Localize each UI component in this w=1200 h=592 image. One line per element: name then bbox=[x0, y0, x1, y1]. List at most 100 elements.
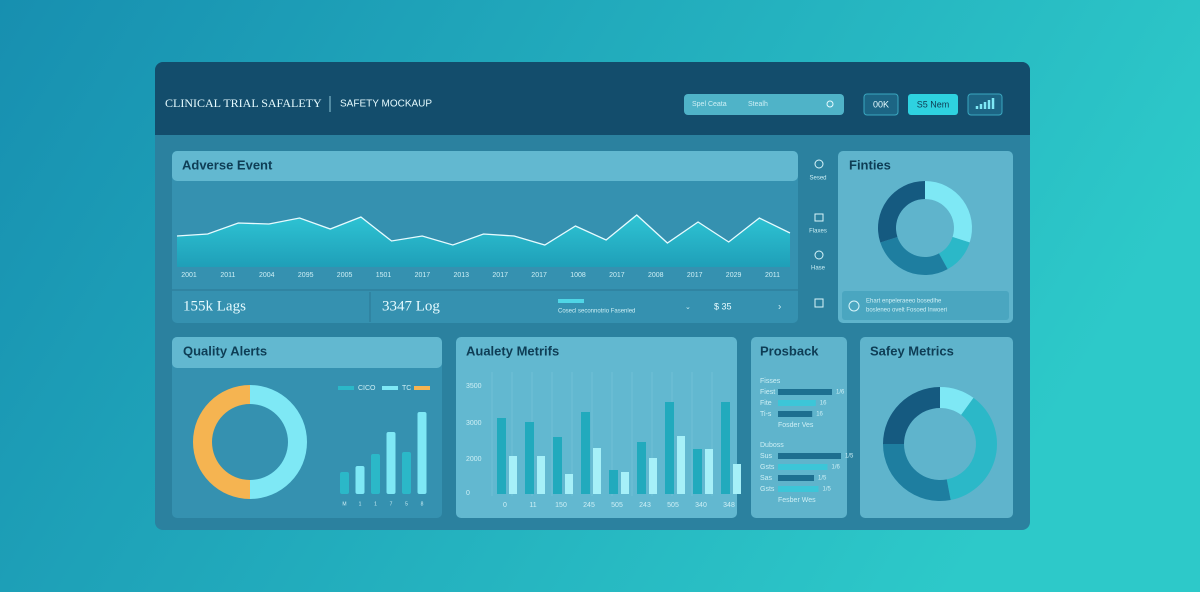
donut-segment bbox=[877, 181, 925, 243]
hbar bbox=[778, 475, 814, 481]
legend-swatch bbox=[338, 386, 354, 390]
side-icon[interactable] bbox=[814, 250, 824, 260]
area bbox=[177, 215, 790, 267]
panel-title: Safey Metrics bbox=[870, 343, 954, 358]
x-label: 150 bbox=[555, 502, 567, 509]
x-label: 2017 bbox=[492, 272, 508, 279]
bar bbox=[693, 449, 702, 494]
bar bbox=[637, 442, 646, 494]
chevron[interactable]: ⌄ bbox=[685, 304, 691, 311]
bar bbox=[593, 448, 601, 494]
stat: 3347 Log bbox=[382, 298, 440, 314]
chevron[interactable]: › bbox=[778, 302, 781, 313]
donut-segment bbox=[940, 387, 974, 415]
line bbox=[176, 214, 791, 246]
bar-label: 1 bbox=[359, 501, 362, 507]
bar bbox=[355, 466, 365, 494]
item-tag: 16 bbox=[820, 401, 827, 407]
legend-swatch bbox=[382, 386, 398, 390]
x-label: 1008 bbox=[570, 272, 586, 279]
y-label: 2000 bbox=[466, 456, 482, 463]
donut-segment bbox=[883, 444, 951, 501]
x-label: 2017 bbox=[687, 272, 703, 279]
header-bar bbox=[155, 62, 1030, 135]
donut-segment bbox=[193, 385, 250, 499]
panel-title: Finties bbox=[849, 157, 891, 172]
button-label: 00K bbox=[873, 99, 889, 109]
search-box[interactable] bbox=[684, 94, 844, 115]
y-label: 0 bbox=[466, 490, 470, 497]
group-footer: Fesber Wes bbox=[778, 497, 816, 504]
bar-label: 1 bbox=[374, 501, 377, 507]
bar bbox=[386, 432, 396, 494]
x-label: 2029 bbox=[726, 272, 742, 279]
x-label: 0 bbox=[503, 502, 507, 509]
bar-label: M bbox=[342, 501, 346, 507]
hbar bbox=[778, 464, 828, 470]
item-label: Ti-s bbox=[760, 411, 772, 418]
legend-label: TC bbox=[402, 385, 411, 392]
bar-label: 5 bbox=[405, 501, 408, 507]
item-label: Sus bbox=[760, 453, 773, 460]
group-label: Duboss bbox=[760, 442, 784, 449]
hbar bbox=[778, 400, 816, 406]
item-tag: 1/6 bbox=[836, 390, 845, 396]
x-label: 505 bbox=[667, 502, 679, 509]
item-label: Sas bbox=[760, 475, 773, 482]
app-subtitle: SAFETY MOCKAUP bbox=[340, 99, 432, 110]
side-icon[interactable] bbox=[814, 159, 824, 169]
x-label: 2011 bbox=[220, 272, 235, 279]
bar bbox=[565, 474, 573, 494]
x-label: 2004 bbox=[259, 272, 275, 279]
bar bbox=[733, 464, 741, 494]
group-footer: Fosder Ves bbox=[778, 422, 814, 429]
item-label: Gsts bbox=[760, 464, 775, 471]
donut-segment bbox=[883, 387, 940, 444]
panel-title: Adverse Event bbox=[182, 157, 273, 172]
donut-segment bbox=[880, 236, 948, 275]
side-icon-label: Flaxes bbox=[809, 229, 827, 235]
footer-text: bosleneo ovelt Fosoed lnwoeri bbox=[866, 308, 947, 314]
group-label: Fisses bbox=[760, 378, 781, 385]
panel-header bbox=[172, 151, 798, 181]
x-label: 245 bbox=[583, 502, 595, 509]
item-label: Fite bbox=[760, 400, 772, 407]
donut-segment bbox=[925, 181, 972, 243]
legend-swatch bbox=[414, 386, 430, 390]
bar bbox=[621, 472, 629, 494]
panel bbox=[838, 151, 1013, 323]
bar bbox=[581, 412, 590, 494]
panel bbox=[751, 337, 847, 518]
panel-title: Quality Alerts bbox=[183, 343, 267, 358]
bar bbox=[553, 437, 562, 494]
side-icon-label: Sesed bbox=[809, 176, 826, 182]
bar bbox=[537, 456, 545, 494]
item-tag: 1/5 bbox=[845, 454, 854, 460]
item-tag: 1/6 bbox=[832, 465, 841, 471]
item-tag: 1/5 bbox=[818, 476, 827, 482]
app-title: CLINICAL TRIAL SAFALETY bbox=[165, 96, 322, 110]
button-label: S5 Nem bbox=[917, 99, 950, 109]
donut-segment bbox=[946, 397, 997, 500]
x-label: 340 bbox=[695, 502, 707, 509]
footer-text: Ehart enpeleraeeo bosedlhe bbox=[866, 299, 942, 305]
button[interactable] bbox=[908, 94, 958, 115]
x-label: 2011 bbox=[765, 272, 780, 279]
side-icon[interactable] bbox=[814, 298, 824, 308]
x-label: 2095 bbox=[298, 272, 314, 279]
x-label: 2008 bbox=[648, 272, 664, 279]
donut-segment bbox=[938, 236, 970, 270]
x-label: 11 bbox=[529, 502, 536, 509]
item-tag: 1/5 bbox=[823, 487, 832, 493]
button[interactable] bbox=[863, 93, 899, 116]
x-label: 348 bbox=[723, 502, 735, 509]
item-tag: 16 bbox=[816, 412, 823, 418]
bar bbox=[649, 458, 657, 494]
side-icon[interactable] bbox=[814, 213, 824, 222]
bar bbox=[609, 470, 618, 494]
bar-label: 8 bbox=[421, 501, 424, 507]
x-label: 2013 bbox=[454, 272, 470, 279]
bar bbox=[677, 436, 685, 494]
